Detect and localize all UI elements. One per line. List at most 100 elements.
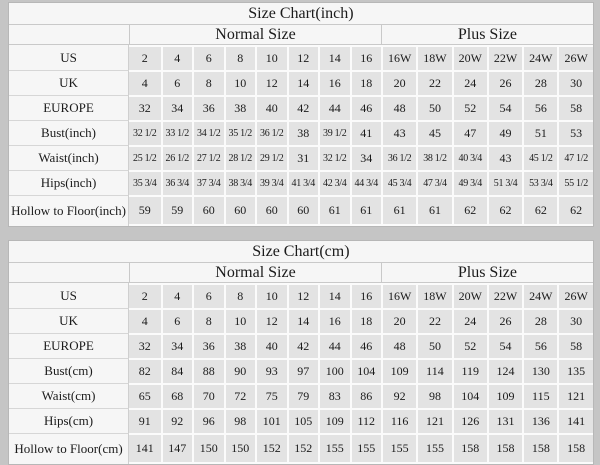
row-label: Hips(inch) xyxy=(9,170,129,195)
size-cell: 158 xyxy=(557,433,593,464)
normal-size-header: Normal Size xyxy=(129,263,381,283)
size-cell: 8 xyxy=(192,308,224,333)
table-row: Hips(inch) 35 3/4 36 3/4 37 3/4 38 3/4 39 3/4… xyxy=(9,170,593,195)
size-cell: 115 xyxy=(522,383,558,408)
size-cell: 26W xyxy=(557,45,593,70)
size-cell: 70 xyxy=(192,383,224,408)
table-row: Waist(cm) 65 68 70 72 75 79 83 86 92 98 104 109 115 12… xyxy=(9,383,593,408)
size-cell: 38 xyxy=(223,95,255,120)
size-cell: 54 xyxy=(486,333,523,358)
table-row: Hollow to Floor(inch) 59 59 60 60 60 60 61 61 61 6… xyxy=(9,195,593,226)
plus-size-header: Plus Size xyxy=(381,263,593,283)
size-cell: 31 xyxy=(286,145,318,170)
size-cell: 39 3/4 xyxy=(255,170,287,195)
size-cell: 8 xyxy=(192,70,224,95)
size-cell: 84 xyxy=(160,358,192,383)
size-cell: 119 xyxy=(451,358,487,383)
size-cell: 26 1/2 xyxy=(160,145,192,170)
size-cell: 150 xyxy=(223,433,255,464)
size-cell: 43 xyxy=(381,120,417,145)
size-cell: 45 1/2 xyxy=(522,145,558,170)
size-cell: 152 xyxy=(255,433,287,464)
size-cell: 29 1/2 xyxy=(255,145,287,170)
size-cell: 18 xyxy=(349,308,381,333)
size-cell: 16W xyxy=(381,283,417,308)
size-cell: 141 xyxy=(557,408,593,433)
size-cell: 40 3/4 xyxy=(451,145,487,170)
size-cell: 12 xyxy=(286,283,318,308)
size-cell: 96 xyxy=(192,408,224,433)
size-cell: 91 xyxy=(129,408,161,433)
size-cell: 20 xyxy=(381,308,417,333)
size-cell: 4 xyxy=(129,70,161,95)
row-label: Bust(inch) xyxy=(9,120,129,145)
size-cell: 24 xyxy=(451,308,487,333)
size-cell: 8 xyxy=(223,45,255,70)
size-cell: 43 xyxy=(486,145,523,170)
size-cell: 32 1/2 xyxy=(318,145,350,170)
size-cell: 36 xyxy=(192,95,224,120)
size-cell: 59 xyxy=(129,195,161,226)
size-cell: 14 xyxy=(318,45,350,70)
table-row: Hollow to Floor(cm) 141 147 150 150 152 152 155… xyxy=(9,433,593,464)
size-cell: 75 xyxy=(255,383,287,408)
section-header-row: Normal Size Plus Size xyxy=(9,263,593,283)
size-cell: 152 xyxy=(286,433,318,464)
size-cell: 147 xyxy=(160,433,192,464)
size-cell: 39 1/2 xyxy=(318,120,350,145)
size-cell: 4 xyxy=(160,45,192,70)
size-cell: 2 xyxy=(129,45,161,70)
size-cell: 62 xyxy=(522,195,558,226)
size-cell: 36 xyxy=(192,333,224,358)
size-chart-inch-table: Size Chart(inch) Normal Size Plus Size U… xyxy=(8,2,594,227)
size-cell: 65 xyxy=(129,383,161,408)
size-cell: 40 xyxy=(255,95,287,120)
size-cell: 32 xyxy=(129,95,161,120)
size-cell: 38 3/4 xyxy=(223,170,255,195)
size-cell: 37 3/4 xyxy=(192,170,224,195)
size-cell: 44 xyxy=(318,333,350,358)
size-cell: 121 xyxy=(416,408,452,433)
row-label: US xyxy=(9,45,129,70)
size-cell: 6 xyxy=(160,308,192,333)
size-cell: 20 xyxy=(381,70,417,95)
size-cell: 60 xyxy=(192,195,224,226)
size-cell: 16W xyxy=(381,45,417,70)
size-cell: 42 xyxy=(286,333,318,358)
size-cell: 27 1/2 xyxy=(192,145,224,170)
row-label: Waist(inch) xyxy=(9,145,129,170)
size-cell: 61 xyxy=(416,195,452,226)
size-cell: 47 xyxy=(451,120,487,145)
size-cell: 158 xyxy=(522,433,558,464)
table-title-row: Size Chart(inch) xyxy=(9,3,593,25)
size-cell: 124 xyxy=(486,358,523,383)
size-cell: 32 1/2 xyxy=(129,120,161,145)
size-cell: 62 xyxy=(451,195,487,226)
size-cell: 158 xyxy=(451,433,487,464)
size-cell: 90 xyxy=(223,358,255,383)
size-cell: 104 xyxy=(349,358,381,383)
size-cell: 58 xyxy=(557,95,593,120)
row-label: EUROPE xyxy=(9,95,129,120)
size-cell: 98 xyxy=(416,383,452,408)
size-cell: 60 xyxy=(255,195,287,226)
size-cell: 10 xyxy=(255,45,287,70)
size-cell: 49 xyxy=(486,120,523,145)
size-cell: 126 xyxy=(451,408,487,433)
size-cell: 42 3/4 xyxy=(318,170,350,195)
size-cell: 35 3/4 xyxy=(129,170,161,195)
size-cell: 10 xyxy=(255,283,287,308)
size-cell: 38 xyxy=(286,120,318,145)
size-cell: 25 1/2 xyxy=(129,145,161,170)
size-cell: 109 xyxy=(318,408,350,433)
size-cell: 101 xyxy=(255,408,287,433)
size-cell: 55 1/2 xyxy=(557,170,593,195)
table-title: Size Chart(inch) xyxy=(9,3,593,25)
size-chart-cm-table: Size Chart(cm) Normal Size Plus Size US 2… xyxy=(8,240,594,465)
size-cell: 88 xyxy=(192,358,224,383)
table-row: EUROPE 32 34 36 38 40 42 44 46 48 50 52 54 56 58 xyxy=(9,333,593,358)
size-cell: 28 1/2 xyxy=(223,145,255,170)
size-cell: 112 xyxy=(349,408,381,433)
row-label: Hollow to Floor(cm) xyxy=(9,433,129,464)
